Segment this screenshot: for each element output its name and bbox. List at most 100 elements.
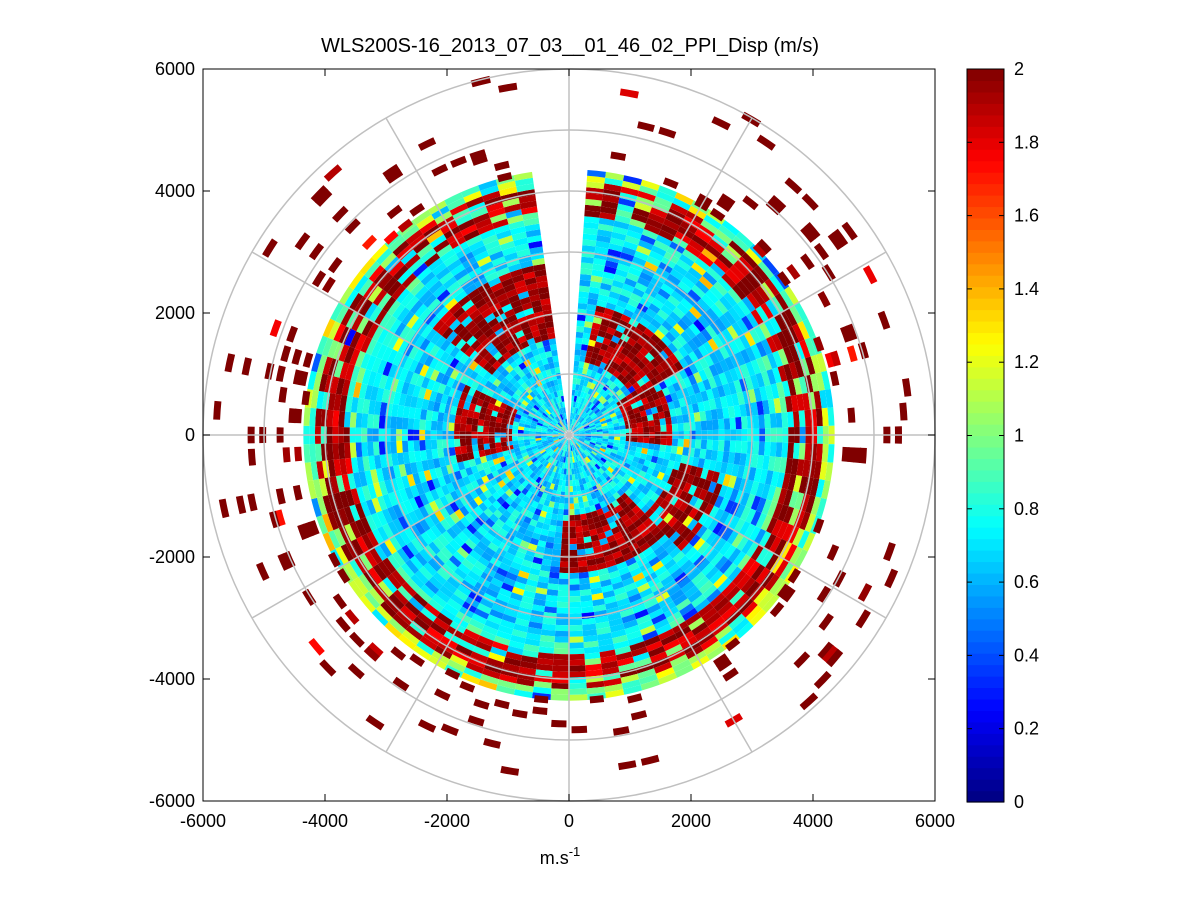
data-cell: [552, 665, 569, 672]
data-cell: [544, 600, 558, 608]
data-cell: [388, 260, 405, 277]
data-cell: [363, 282, 378, 300]
data-cell: [641, 465, 649, 473]
data-cell: [421, 460, 430, 472]
data-cell: [526, 394, 534, 401]
data-cell: [574, 349, 581, 356]
data-cell: [605, 379, 614, 387]
data-cell: [667, 401, 675, 410]
data-cell: [463, 574, 478, 587]
data-cell: [693, 554, 707, 568]
data-cell: [599, 649, 616, 658]
data-cell: [548, 386, 554, 394]
data-cell: [708, 505, 720, 519]
data-cell: [709, 285, 724, 300]
data-cell: [813, 336, 825, 352]
data-cell: [703, 491, 714, 504]
data-cell: [586, 181, 605, 190]
data-cell: [529, 567, 541, 576]
data-cell: [580, 446, 586, 451]
data-cell: [560, 491, 565, 498]
data-cell: [541, 432, 547, 435]
data-cell: [470, 207, 489, 219]
data-cell: [596, 562, 608, 571]
data-cell: [591, 432, 597, 435]
data-cell: [585, 669, 603, 677]
data-cell: [654, 505, 665, 516]
data-cell: [581, 344, 589, 351]
data-cell: [535, 386, 542, 394]
data-cell: [523, 439, 530, 443]
data-cell: [640, 527, 651, 538]
data-cell: [565, 451, 568, 458]
data-cell: [577, 548, 586, 556]
colorbar-swatch: [967, 355, 1004, 368]
data-cell: [511, 231, 527, 241]
data-cell: [725, 394, 734, 407]
colorbar-swatch: [967, 641, 1004, 654]
data-cell: [585, 437, 591, 441]
data-cell: [526, 282, 538, 291]
data-cell: [355, 412, 363, 428]
data-cell: [547, 429, 553, 433]
data-cell: [354, 519, 367, 537]
data-cell: [543, 547, 553, 555]
data-cell: [541, 492, 548, 500]
data-cell: [500, 437, 507, 443]
data-cell: [639, 673, 658, 685]
data-cell: [788, 344, 800, 362]
data-cell: [745, 346, 757, 362]
data-cell: [665, 417, 672, 425]
data-cell: [546, 506, 554, 514]
data-cell: [573, 407, 577, 414]
data-cell: [573, 468, 578, 475]
data-cell: [614, 436, 621, 441]
data-cell: [533, 695, 549, 704]
data-cell: [632, 407, 640, 414]
data-cell: [424, 491, 435, 504]
data-cell: [512, 421, 520, 427]
data-cell: [580, 262, 594, 270]
data-cell: [660, 633, 678, 646]
data-cell: [706, 548, 719, 563]
data-cell: [604, 460, 612, 467]
data-cell: [539, 416, 546, 421]
data-cell: [405, 296, 419, 311]
data-cell: [510, 360, 519, 370]
data-cell: [564, 439, 568, 445]
data-cell: [450, 155, 467, 168]
data-cell: [335, 377, 345, 395]
data-cell: [603, 412, 610, 418]
data-cell: [501, 484, 510, 493]
data-cell: [673, 498, 684, 509]
data-cell: [543, 410, 550, 417]
data-cell: [648, 420, 655, 427]
data-cell: [582, 444, 588, 449]
data-cell: [708, 398, 717, 410]
data-cell: [670, 567, 684, 580]
data-cell: [353, 275, 369, 293]
x-tick-label: 6000: [915, 811, 955, 831]
data-cell: [618, 392, 626, 400]
data-cell: [793, 651, 811, 669]
data-cell: [545, 462, 552, 469]
data-cell: [652, 515, 664, 527]
data-cell: [536, 469, 543, 477]
data-cell: [630, 460, 638, 468]
data-cell: [495, 442, 502, 448]
data-cell: [483, 738, 501, 749]
data-cell: [501, 445, 508, 452]
data-cell: [551, 477, 557, 485]
data-cell: [547, 393, 553, 400]
data-cell: [344, 289, 359, 308]
data-cell: [440, 394, 449, 405]
data-cell: [491, 337, 502, 347]
data-cell: [475, 218, 492, 230]
data-cell: [528, 621, 543, 630]
data-cell: [644, 597, 659, 609]
data-cell: [733, 476, 743, 491]
data-cell: [613, 220, 630, 230]
data-cell: [746, 560, 761, 578]
data-cell: [738, 521, 751, 536]
data-cell: [699, 448, 707, 459]
